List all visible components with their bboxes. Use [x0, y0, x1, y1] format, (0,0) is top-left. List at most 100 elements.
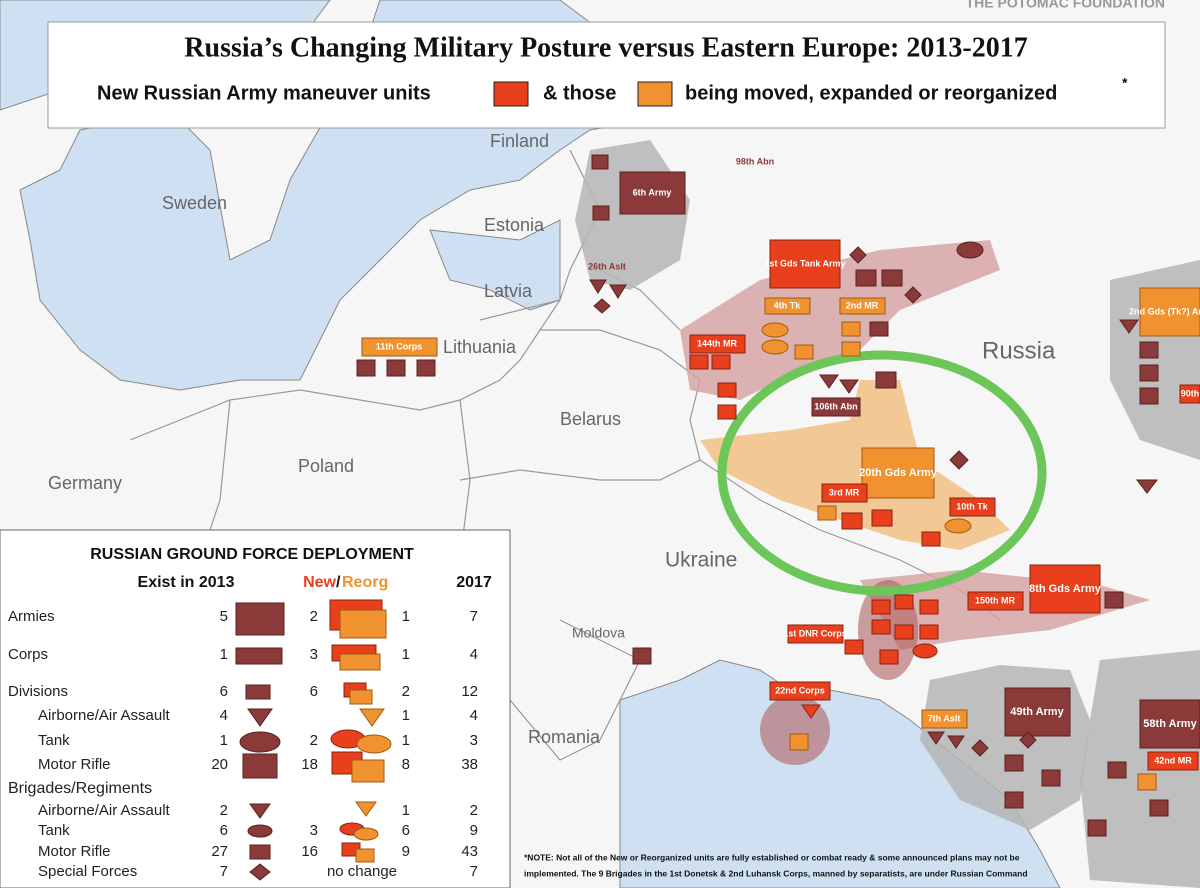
legend-value: 27 [211, 843, 228, 860]
legend-value: 3 [470, 732, 478, 749]
legend-value: 2 [470, 802, 478, 819]
legend-value: 2 [310, 732, 318, 749]
legend-value: 4 [470, 646, 478, 663]
unit-label: 7th AsIt [928, 713, 961, 723]
subtitle-text: being moved, expanded or reorganized [685, 82, 1057, 104]
legend-row-label: Armies [8, 608, 55, 625]
unit-label: 98th Abn [736, 156, 774, 166]
legend-value: 7 [220, 863, 228, 880]
unit-label: 10th Tk [956, 501, 989, 511]
note: implemented. The 9 Brigades in the 1st D… [524, 868, 1028, 878]
unit-label: 20th Gds Army [859, 467, 938, 479]
reorg-swatch [637, 81, 673, 107]
legend-value: 1 [402, 802, 410, 819]
unit-label: 6th Army [633, 187, 672, 197]
legend-header: Reorg [342, 574, 388, 591]
legend-row-label: Motor Rifle [38, 756, 111, 773]
country-label: Finland [490, 131, 549, 151]
country-label: Germany [48, 473, 122, 493]
legend-value: 7 [470, 863, 478, 880]
legend-value: 12 [461, 683, 478, 700]
legend-row-label: Divisions [8, 683, 68, 700]
legend-header: / [336, 574, 341, 591]
legend-value: 6 [402, 822, 410, 839]
unit-label: 1st Gds Tank Army [764, 258, 845, 268]
country-label: Latvia [484, 281, 533, 301]
note: *NOTE: Not all of the New or Reorganized… [524, 852, 1020, 862]
unit-label: 4th Tk [774, 300, 801, 310]
legend-value: 1 [402, 608, 410, 625]
legend-value: 43 [461, 843, 478, 860]
unit-symbols [356, 154, 1200, 837]
unit-label: 144th MR [697, 338, 738, 348]
unit-label: 58th Army [1143, 718, 1197, 730]
legend-value: 4 [220, 707, 228, 724]
subtitle: New Russian Army maneuver units & those … [97, 75, 1128, 107]
unit-label: 106th Abn [814, 401, 857, 411]
legend-value: 2 [220, 802, 228, 819]
legend-value: 1 [402, 707, 410, 724]
legend-value: 1 [402, 732, 410, 749]
legend-row-label: Brigades/Regiments [8, 780, 152, 797]
unit-label: 150th MR [975, 595, 1016, 605]
legend-value: 6 [220, 683, 228, 700]
legend-header: 2017 [456, 574, 492, 591]
legend-value: 4 [470, 707, 478, 724]
legend: RUSSIAN GROUND FORCE DEPLOYMENT Exist in… [0, 529, 511, 888]
unit-label: 22nd Corps [775, 685, 825, 695]
legend-value: 6 [220, 822, 228, 839]
unit-label: 11th Corps [376, 341, 423, 351]
country-labels: Finland Sweden Estonia Latvia Lithuania … [48, 131, 1056, 747]
legend-row-label: Motor Rifle [38, 843, 111, 860]
legend-value: 16 [301, 843, 318, 860]
country-label: Romania [528, 727, 601, 747]
legend-title: RUSSIAN GROUND FORCE DEPLOYMENT [90, 546, 414, 563]
legend-value: 6 [310, 683, 318, 700]
legend-value: 2 [402, 683, 410, 700]
legend-value: 1 [402, 646, 410, 663]
legend-value: 1 [220, 646, 228, 663]
legend-value: 18 [301, 756, 318, 773]
legend-value: 9 [470, 822, 478, 839]
country-label: Belarus [560, 409, 621, 429]
legend-value: 9 [402, 843, 410, 860]
unit-label: 8th Gds Army [1029, 583, 1102, 595]
legend-header: New [303, 574, 336, 591]
legend-row-label: Corps [8, 646, 48, 663]
country-label: Russia [982, 337, 1056, 364]
legend-header: Exist in 2013 [138, 574, 235, 591]
unit-label: 1st DNR Corps [783, 628, 847, 638]
country-label: Lithuania [443, 337, 517, 357]
country-label: Ukraine [665, 549, 737, 572]
legend-value: no change [327, 863, 397, 880]
unit-label: 90th [1181, 388, 1200, 398]
title-box [47, 21, 1166, 129]
subtitle-asterisk: * [1122, 75, 1128, 91]
legend-value: 38 [461, 756, 478, 773]
legend-value: 7 [470, 608, 478, 625]
legend-symbols [235, 599, 392, 881]
unit-labels: 6th Army 98th Abn 26th AsIt 1st Gds Tank… [376, 156, 1200, 765]
legend-value: 2 [310, 608, 318, 625]
new-swatch [493, 81, 529, 107]
country-label: Poland [298, 456, 354, 476]
legend-row-label: Airborne/Air Assault [38, 802, 171, 819]
country-label: Moldova [572, 625, 625, 641]
legend-row-label: Tank [38, 732, 70, 749]
title: Russia’s Changing Military Posture versu… [184, 32, 1027, 63]
legend-row-label: Special Forces [38, 863, 137, 880]
unit-label: 2nd Gds (Tk?) Army [1129, 306, 1200, 316]
unit-label: 49th Army [1010, 706, 1064, 718]
legend-row-label: Airborne/Air Assault [38, 707, 171, 724]
country-label: Sweden [162, 193, 227, 213]
unit-label: 2nd MR [846, 300, 879, 310]
country-label: Estonia [484, 215, 545, 235]
foundation-label: THE POTOMAC FOUNDATION [966, 0, 1165, 11]
unit-label: 3rd MR [829, 487, 860, 497]
highlight-ellipse [717, 350, 1047, 596]
legend-value: 5 [220, 608, 228, 625]
subtitle-text: New Russian Army maneuver units [97, 82, 431, 104]
legend-value: 3 [310, 646, 318, 663]
legend-row-label: Tank [38, 822, 70, 839]
